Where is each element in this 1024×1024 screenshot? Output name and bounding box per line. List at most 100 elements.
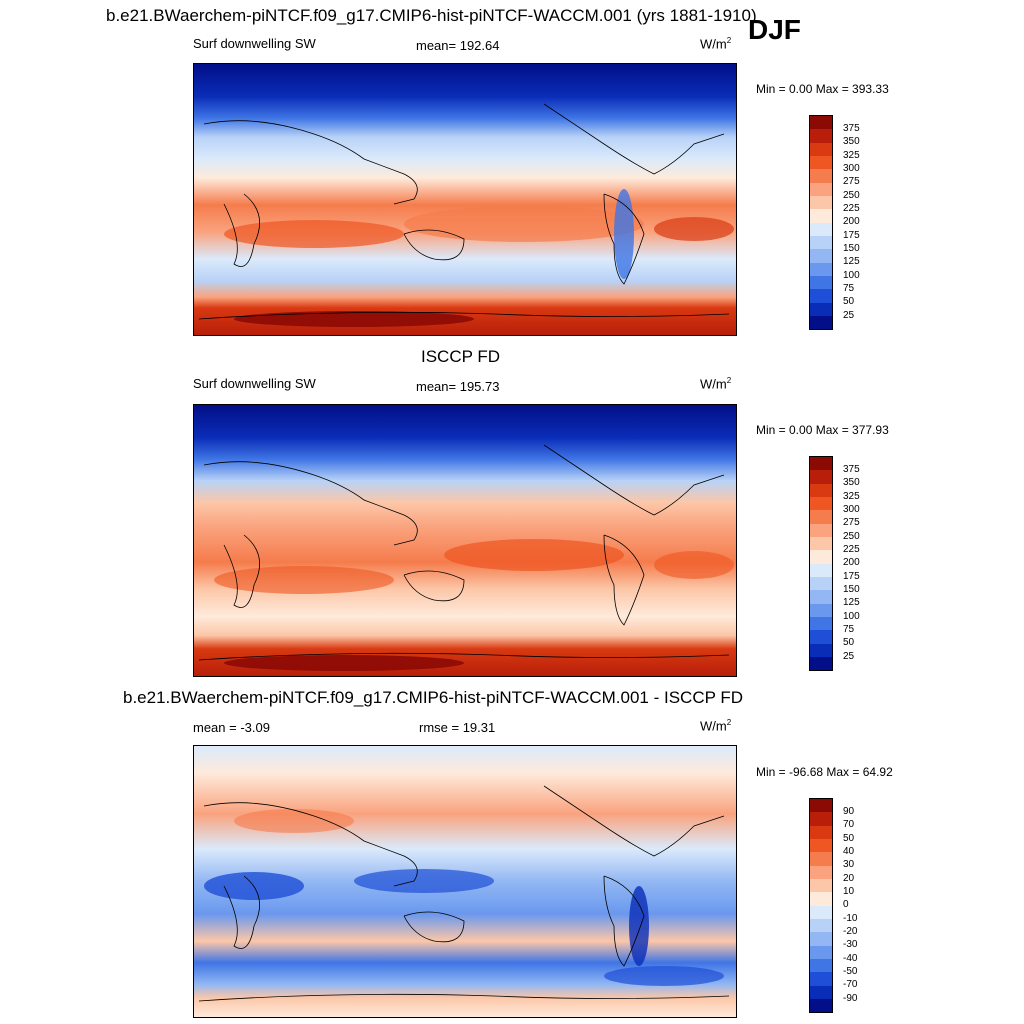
- panel-1-colorbar-swatch: [810, 155, 832, 170]
- colorbar-tick-label: 325: [843, 490, 860, 502]
- colorbar-tick-label: 125: [843, 256, 860, 268]
- panel-1-colorbar-swatch: [810, 235, 832, 250]
- panel-1-colorbar-swatch: [810, 129, 832, 143]
- colorbar-tick-label: 40: [843, 845, 855, 857]
- panel-2-colorbar-swatch: [810, 563, 832, 577]
- colorbar-tick-label: -20: [843, 925, 858, 937]
- panel-3-colorbar-swatch: [810, 825, 832, 839]
- panel-3-map: [193, 745, 737, 1018]
- panel-1-colorbar-swatch: [810, 275, 832, 290]
- colorbar-tick-label: 175: [843, 229, 860, 241]
- colorbar-tick-label: 200: [843, 216, 860, 228]
- colorbar-tick-label: 50: [843, 832, 855, 844]
- colorbar-tick-label: 25: [843, 309, 855, 321]
- colorbar-tick-label: 250: [843, 189, 860, 201]
- colorbar-tick-label: 300: [843, 162, 860, 174]
- panel-3-map-field: [194, 746, 736, 1017]
- colorbar-tick-label: 175: [843, 570, 860, 582]
- colorbar-tick-label: 50: [843, 637, 855, 649]
- panel-1-map: [193, 63, 737, 336]
- panel-3-units-base: W/m: [700, 718, 727, 734]
- colorbar-tick-label: 225: [843, 543, 860, 555]
- panel-1-minmax: Min = 0.00 Max = 393.33: [756, 82, 889, 96]
- colorbar-tick-label: 30: [843, 859, 855, 871]
- colorbar-tick-label: 375: [843, 464, 860, 475]
- colorbar-tick-label: 375: [843, 123, 860, 134]
- colorbar-tick-label: 50: [843, 296, 855, 308]
- panel-2-colorbar-swatch: [810, 643, 832, 657]
- panel-2-colorbar-swatch: [810, 496, 832, 511]
- panel-3-minmax: Min = -96.68 Max = 64.92: [756, 765, 893, 779]
- panel-2-colorbar: [809, 456, 833, 672]
- panel-2-variable: Surf downwelling SW: [193, 376, 316, 391]
- colorbar-tick-label: 275: [843, 517, 860, 529]
- panel-2-colorbar-swatch: [810, 576, 832, 591]
- panel-3-colorbar-swatch: [810, 985, 832, 999]
- colorbar-tick-label: 275: [843, 176, 860, 188]
- colorbar-tick-label: -40: [843, 952, 858, 964]
- panel-2-mean: mean= 195.73: [416, 379, 500, 394]
- panel-1-colorbar-swatch: [810, 302, 832, 316]
- panel-3-colorbar-swatch: [810, 998, 832, 1013]
- panel-2-colorbar-swatch: [810, 523, 832, 537]
- panel-2-colorbar-swatch: [810, 470, 832, 484]
- colorbar-tick-label: 300: [843, 503, 860, 515]
- panel-2-colorbar-swatch: [810, 603, 832, 617]
- panel-2-colorbar-swatch: [810, 656, 832, 671]
- panel-2-minmax: Min = 0.00 Max = 377.93: [756, 423, 889, 437]
- panel-1-colorbar-swatch: [810, 249, 832, 263]
- panel-1-units-base: W/m: [700, 36, 727, 52]
- panel-1-colorbar-swatch: [810, 315, 832, 330]
- panel-2-colorbar-swatch: [810, 630, 832, 644]
- colorbar-tick-label: 75: [843, 282, 855, 294]
- panel-1-title: b.e21.BWaerchem-piNTCF.f09_g17.CMIP6-his…: [106, 6, 757, 25]
- panel-3-colorbar-swatch: [810, 838, 832, 853]
- colorbar-tick-label: 225: [843, 202, 860, 214]
- panel-3-units-exp: 2: [726, 718, 732, 727]
- panel-1-units: W/m2: [700, 36, 731, 51]
- colorbar-tick-label: 350: [843, 477, 860, 489]
- panel-2-units: W/m2: [700, 376, 731, 391]
- panel-1-map-field: [194, 64, 736, 335]
- panel-2-map: [193, 404, 737, 677]
- panel-3-colorbar-labels: 90 70 50 40 30 20 10 0 -10 -20 -30 -40 -…: [843, 805, 857, 1005]
- panel-2-units-base: W/m: [700, 376, 727, 392]
- panel-3-colorbar: [809, 798, 833, 1014]
- panel-3-colorbar-swatch: [810, 865, 832, 879]
- panel-2-colorbar-swatch: [810, 616, 832, 631]
- panel-2-map-field: [194, 405, 736, 676]
- colorbar-tick-label: -90: [843, 992, 858, 1004]
- panel-3-title: b.e21.BWaerchem-piNTCF.f09_g17.CMIP6-his…: [123, 688, 744, 707]
- colorbar-tick-label: 10: [843, 885, 855, 897]
- panel-3-colorbar-swatch: [810, 945, 832, 959]
- panel-2-colorbar-swatch: [810, 483, 832, 497]
- colorbar-tick-label: 150: [843, 583, 860, 595]
- panel-1-colorbar-swatch: [810, 222, 832, 236]
- panel-3-colorbar-swatch: [810, 878, 832, 893]
- panel-1-colorbar-swatch: [810, 195, 832, 210]
- season-label: DJF: [748, 14, 801, 45]
- colorbar-tick-label: -70: [843, 979, 858, 991]
- panel-3-colorbar-swatch: [810, 918, 832, 933]
- panel-1-colorbar-swatch: [810, 182, 832, 196]
- panel-3-rmse: rmse = 19.31: [419, 720, 496, 735]
- panel-2-colorbar-swatch: [810, 590, 832, 604]
- panel-1-colorbar-labels: 375 350 325 300 275 250 225 200 175 150 …: [843, 122, 860, 322]
- colorbar-tick-label: 200: [843, 557, 860, 569]
- panel-1-units-exp: 2: [726, 36, 732, 45]
- panel-3-units: W/m2: [700, 718, 731, 733]
- panel-1-colorbar-swatch: [810, 169, 832, 183]
- colorbar-tick-label: -50: [843, 965, 858, 977]
- panel-2-colorbar-swatch: [810, 536, 832, 551]
- colorbar-tick-label: 125: [843, 597, 860, 609]
- panel-3-colorbar-swatch: [810, 799, 832, 813]
- panel-3-colorbar-swatch: [810, 905, 832, 919]
- panel-2-colorbar-swatch: [810, 457, 832, 471]
- panel-2-units-exp: 2: [726, 376, 732, 385]
- panel-1-colorbar-swatch: [810, 116, 832, 130]
- colorbar-tick-label: 70: [843, 819, 855, 831]
- colorbar-tick-label: 100: [843, 610, 860, 622]
- colorbar-tick-label: 75: [843, 623, 855, 635]
- panel-3-colorbar-swatch: [810, 932, 832, 946]
- panel-1-mean: mean= 192.64: [416, 38, 500, 53]
